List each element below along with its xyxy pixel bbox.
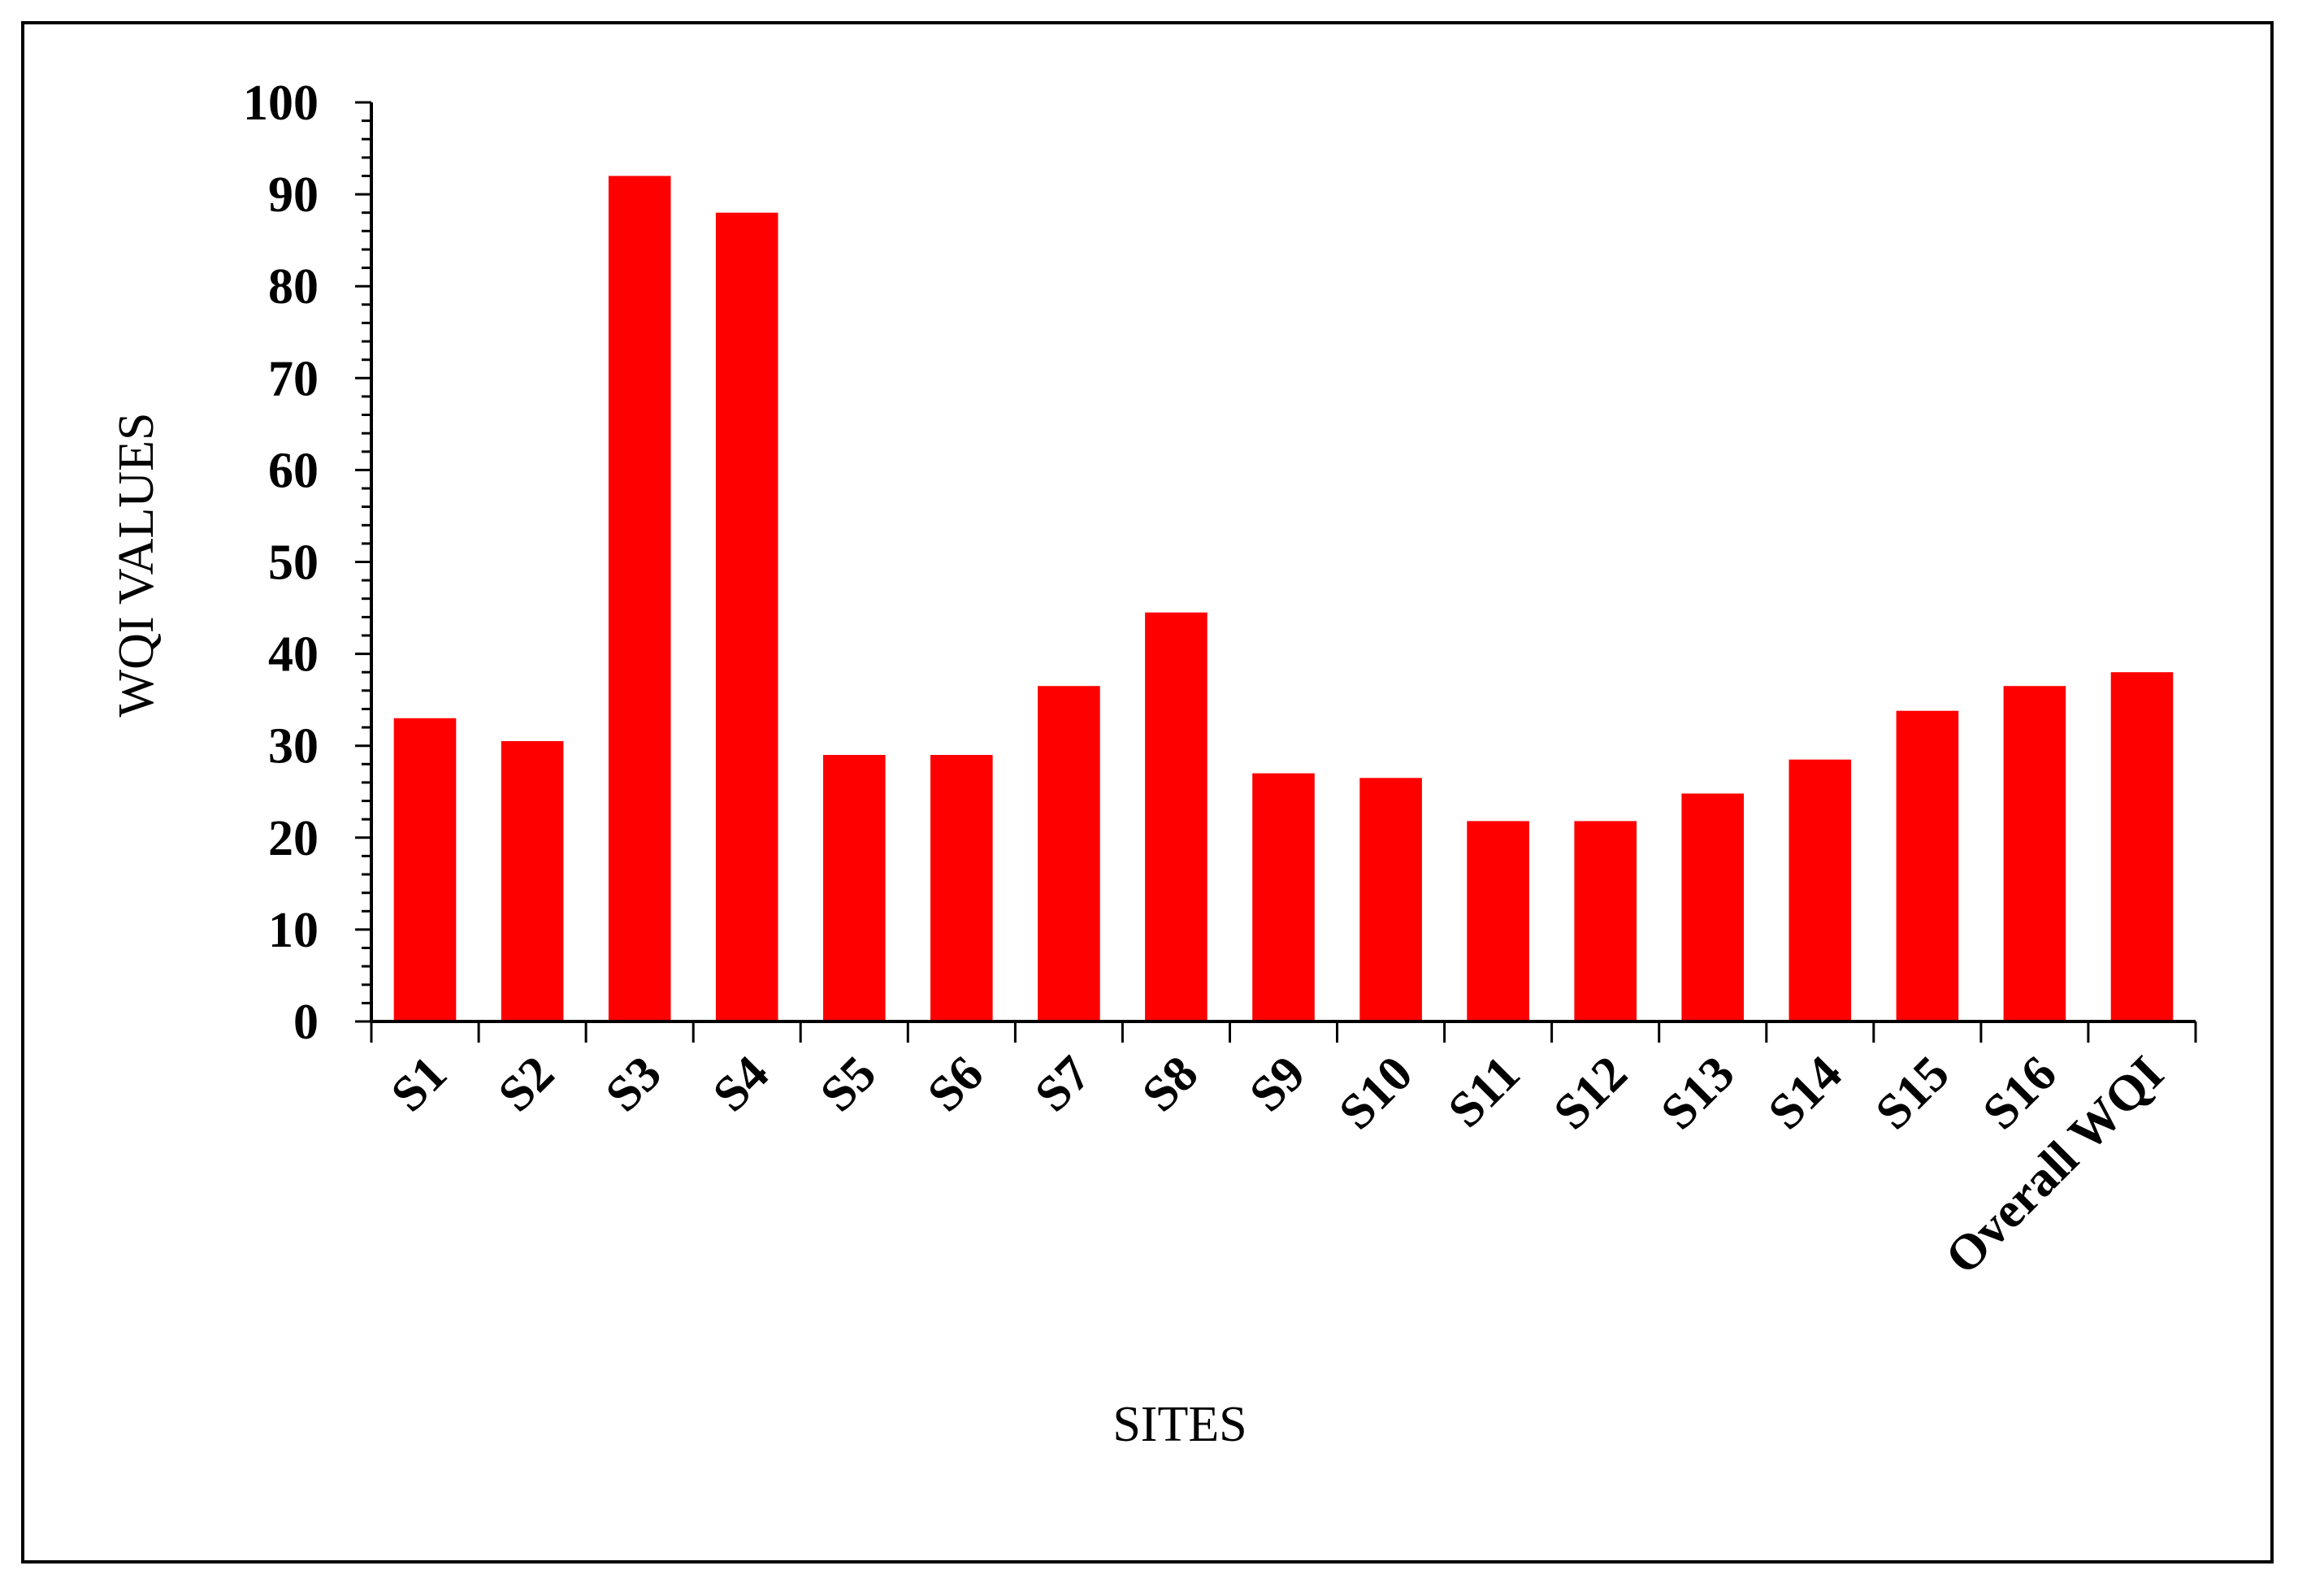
bar-s16	[2003, 686, 2066, 1021]
x-tick-label: S1	[381, 1046, 457, 1122]
y-tick-label: 60	[268, 443, 319, 498]
x-tick-label: S11	[1438, 1046, 1531, 1138]
y-tick-label: 0	[293, 995, 319, 1050]
y-tick-label: 40	[268, 627, 319, 683]
bar-s15	[1896, 710, 1959, 1021]
y-axis-title: WQI VALUES	[109, 413, 164, 718]
x-tick-label: S15	[1865, 1046, 1959, 1140]
bar-s12	[1574, 821, 1637, 1021]
bar-s7	[1038, 686, 1100, 1021]
x-tick-label: S16	[1972, 1046, 2066, 1140]
y-tick-label: 90	[268, 167, 319, 223]
bar-s1	[393, 718, 457, 1021]
x-tick-label: S4	[703, 1046, 779, 1122]
y-tick-label: 30	[268, 719, 319, 774]
bar-s11	[1467, 821, 1529, 1021]
x-tick-label: S5	[810, 1046, 887, 1122]
bar-s13	[1681, 793, 1744, 1021]
y-tick-label: 70	[268, 351, 319, 406]
bar-overall-wqi	[2110, 672, 2174, 1021]
x-tick-label: S6	[917, 1046, 994, 1122]
axes-group	[355, 101, 2197, 1043]
y-tick-label: 80	[268, 259, 319, 314]
bar-s6	[930, 755, 993, 1021]
bar-s3	[608, 176, 671, 1021]
x-tick-labels: S1 S2 S3 S4 S5 S6 S7 S8 S9 S10 S11 S12 S13 S14 S15 S16O…	[381, 1046, 2174, 1285]
y-tick-label: 50	[268, 536, 319, 591]
bar-s8	[1145, 612, 1208, 1021]
bar-s9	[1252, 773, 1315, 1021]
x-tick-label: S8	[1132, 1046, 1208, 1122]
bars-group	[393, 176, 2174, 1021]
x-tick-label: S7	[1025, 1046, 1101, 1122]
y-tick-label: 10	[268, 903, 319, 958]
x-tick-label: S2	[488, 1046, 565, 1122]
x-axis-title: SITES	[1112, 1397, 1247, 1452]
x-tick-label: S12	[1543, 1046, 1637, 1140]
y-tick-label: 20	[268, 811, 319, 866]
x-tick-label: S3	[596, 1046, 672, 1122]
bar-s4	[715, 212, 778, 1021]
x-tick-label: S14	[1758, 1046, 1852, 1140]
y-tick-label: 100	[243, 76, 319, 131]
x-tick-label: S10	[1329, 1046, 1423, 1140]
x-tick-label: S13	[1650, 1046, 1745, 1140]
bar-s10	[1359, 778, 1422, 1021]
bar-s5	[823, 755, 886, 1021]
bar-s14	[1789, 759, 1852, 1021]
x-tick-label: S9	[1239, 1046, 1316, 1122]
y-tick-labels: 0 10 20 30 40 50 60 70 80 90 100	[243, 76, 319, 1050]
bar-s2	[501, 741, 564, 1021]
